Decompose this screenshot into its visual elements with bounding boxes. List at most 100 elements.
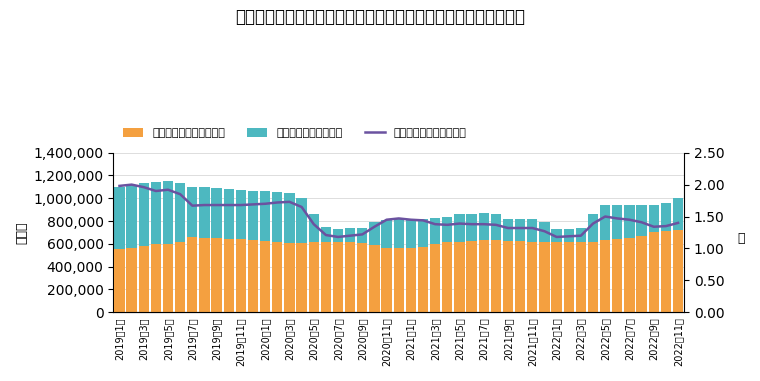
Bar: [175, 242, 185, 312]
有効求人倍率（パート）: [515, 226, 524, 230]
有効求人倍率（パート）: [649, 224, 658, 229]
Bar: [187, 237, 198, 312]
有効求人倍率（パート）: [419, 218, 428, 223]
有効求人倍率（パート）: [309, 222, 318, 226]
Bar: [138, 184, 149, 312]
Bar: [126, 185, 137, 312]
Bar: [467, 214, 477, 312]
有効求人倍率（パート）: [382, 218, 391, 222]
有効求人倍率（パート）: [491, 223, 500, 227]
Bar: [527, 242, 537, 312]
Bar: [588, 242, 598, 312]
Bar: [321, 242, 331, 312]
Bar: [552, 229, 562, 312]
Bar: [309, 214, 319, 312]
Bar: [333, 242, 344, 312]
Bar: [454, 214, 464, 312]
Bar: [660, 231, 671, 312]
Bar: [418, 247, 428, 312]
Bar: [454, 242, 464, 312]
有効求人倍率（パート）: [600, 214, 610, 219]
有効求人倍率（パート）: [358, 232, 367, 237]
有効求人倍率（パート）: [334, 235, 343, 239]
Bar: [382, 220, 391, 312]
有効求人倍率（パート）: [661, 224, 670, 228]
Bar: [406, 248, 416, 312]
Bar: [199, 238, 210, 312]
Bar: [673, 230, 683, 312]
Bar: [636, 236, 647, 312]
有効求人倍率（パート）: [176, 192, 185, 197]
Bar: [236, 190, 246, 312]
Bar: [114, 187, 125, 312]
有効求人倍率（パート）: [273, 200, 282, 205]
Bar: [467, 241, 477, 312]
Bar: [382, 248, 391, 312]
Bar: [394, 248, 404, 312]
有効求人倍率（パート）: [139, 185, 148, 189]
Bar: [296, 243, 307, 312]
有効求人倍率（パート）: [407, 218, 416, 222]
Y-axis label: 倍: 倍: [737, 232, 745, 245]
Bar: [272, 242, 283, 312]
Bar: [272, 192, 283, 312]
Bar: [430, 218, 440, 312]
Bar: [175, 184, 185, 312]
Bar: [223, 239, 234, 312]
有効求人倍率（パート）: [188, 203, 197, 208]
Bar: [284, 192, 295, 312]
有効求人倍率（パート）: [503, 226, 512, 230]
Bar: [138, 246, 149, 312]
Bar: [491, 214, 501, 312]
Bar: [442, 216, 452, 312]
有効求人倍率（パート）: [552, 235, 561, 239]
Bar: [236, 239, 246, 312]
有効求人倍率（パート）: [261, 202, 270, 206]
Bar: [369, 222, 380, 312]
Bar: [552, 242, 562, 312]
Bar: [624, 205, 635, 312]
有効求人倍率（パート）: [297, 205, 306, 209]
Bar: [163, 181, 173, 312]
有効求人倍率（パート）: [467, 222, 477, 226]
Line: 有効求人倍率（パート）: 有効求人倍率（パート）: [119, 185, 678, 237]
Text: 有効求人倍率・有効求人数・有効求職者数推移（パートタイム）: 有効求人倍率・有効求人数・有効求職者数推移（パートタイム）: [235, 8, 525, 26]
Y-axis label: 人／件: 人／件: [15, 221, 28, 244]
Bar: [612, 205, 622, 312]
Bar: [636, 205, 647, 312]
Bar: [576, 242, 586, 312]
Bar: [394, 219, 404, 312]
有効求人倍率（パート）: [443, 223, 452, 227]
Bar: [345, 228, 356, 312]
Bar: [479, 213, 489, 312]
有効求人倍率（パート）: [151, 189, 160, 193]
Bar: [588, 214, 598, 312]
有効求人倍率（パート）: [637, 220, 646, 224]
Bar: [187, 187, 198, 312]
有効求人倍率（パート）: [431, 222, 440, 226]
Bar: [515, 241, 525, 312]
Bar: [309, 242, 319, 312]
Bar: [648, 205, 659, 312]
有効求人倍率（パート）: [370, 224, 379, 229]
Bar: [648, 232, 659, 312]
Bar: [624, 238, 635, 312]
有効求人倍率（パート）: [564, 234, 573, 239]
Bar: [321, 227, 331, 312]
Bar: [296, 198, 307, 312]
Bar: [357, 228, 368, 312]
Bar: [260, 192, 271, 312]
Bar: [333, 229, 344, 312]
有効求人倍率（パート）: [673, 221, 682, 225]
Bar: [564, 242, 574, 312]
Bar: [357, 243, 368, 312]
Bar: [199, 187, 210, 312]
有効求人倍率（パート）: [480, 222, 489, 226]
Bar: [163, 244, 173, 312]
有効求人倍率（パート）: [394, 216, 404, 221]
Bar: [369, 245, 380, 312]
Bar: [564, 229, 574, 312]
有効求人倍率（パート）: [625, 218, 634, 222]
Bar: [248, 240, 258, 312]
Bar: [223, 189, 234, 312]
